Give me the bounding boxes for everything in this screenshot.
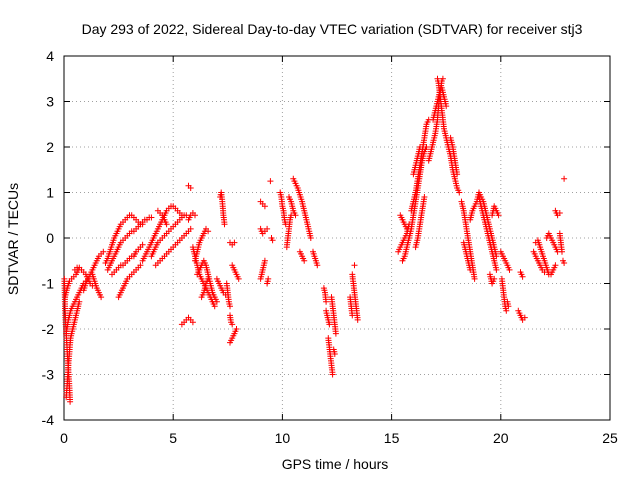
x-axis-label: GPS time / hours (282, 456, 389, 472)
data-point (354, 316, 361, 323)
data-point (67, 398, 74, 405)
x-tick-label: 25 (602, 430, 618, 446)
data-point (351, 262, 358, 269)
data-point (561, 260, 568, 266)
tick-labels: 0 5 10 15 20 25 -4 -3 -2 -1 0 1 2 3 4 (42, 48, 618, 446)
data-point (187, 185, 194, 191)
data-point (493, 266, 500, 273)
data-point (456, 189, 463, 196)
data-point (326, 321, 333, 328)
data-point (314, 262, 321, 269)
data-point (495, 212, 502, 219)
data-point (235, 275, 242, 282)
data-point (505, 303, 512, 310)
data-point (137, 262, 144, 269)
data-point (467, 266, 474, 273)
data-point (556, 210, 563, 216)
x-tick-label: 10 (275, 430, 291, 446)
data-point (264, 225, 271, 232)
data-point (552, 262, 559, 269)
data-point (233, 326, 240, 332)
data-point (491, 275, 498, 282)
y-tick-label: 3 (46, 94, 54, 110)
data-point (329, 371, 336, 378)
y-tick-label: 1 (46, 185, 54, 201)
grid-lines (64, 56, 610, 420)
data-point (148, 214, 155, 221)
data-point (417, 144, 423, 150)
data-point (100, 248, 107, 255)
data-point (519, 273, 526, 280)
x-tick-label: 5 (169, 430, 177, 446)
y-axis-label: SDTVAR / TECUs (5, 183, 21, 295)
y-tick-label: 0 (46, 230, 54, 246)
y-tick-label: 4 (46, 48, 54, 64)
data-point (187, 225, 194, 232)
data-point (269, 237, 276, 244)
data-point (332, 330, 339, 337)
data-point (205, 228, 212, 235)
data-point (265, 275, 272, 282)
y-tick-label: 2 (46, 139, 54, 155)
data-point (98, 294, 105, 301)
data-point (349, 312, 356, 319)
x-tick-label: 0 (60, 430, 68, 446)
data-point (503, 307, 510, 314)
data-point (292, 212, 299, 219)
y-tick-label: -3 (42, 367, 55, 383)
data-point (559, 248, 565, 255)
data-point (189, 319, 196, 326)
data-point (471, 275, 478, 282)
data-point (506, 266, 513, 273)
data-point (331, 351, 338, 357)
data-point (163, 221, 170, 228)
axes (63, 55, 611, 421)
data-point (192, 212, 198, 219)
data-point (301, 257, 308, 264)
data-point (439, 75, 446, 82)
y-tick-label: -1 (42, 276, 55, 292)
data-point (205, 275, 212, 282)
data-point (307, 235, 314, 241)
data-point (139, 241, 146, 248)
data-point (323, 298, 330, 305)
chart-title: Day 293 of 2022, Sidereal Day-to-day VTE… (82, 21, 583, 37)
y-tick-label: -4 (42, 412, 55, 428)
data-points (61, 75, 568, 405)
x-tick-label: 15 (384, 430, 400, 446)
data-point (213, 298, 220, 305)
data-point (443, 103, 450, 110)
data-point (261, 257, 268, 264)
data-point (261, 203, 268, 210)
x-tick-label: 20 (493, 430, 509, 446)
data-point (231, 239, 238, 246)
data-point (454, 171, 461, 178)
y-tick-label: -2 (42, 321, 55, 337)
data-point (211, 303, 218, 310)
data-point (561, 175, 568, 182)
data-point (227, 303, 233, 310)
data-point (221, 221, 228, 228)
data-point (421, 194, 428, 200)
data-point (229, 321, 236, 328)
data-point (267, 178, 274, 185)
data-point (521, 314, 528, 321)
